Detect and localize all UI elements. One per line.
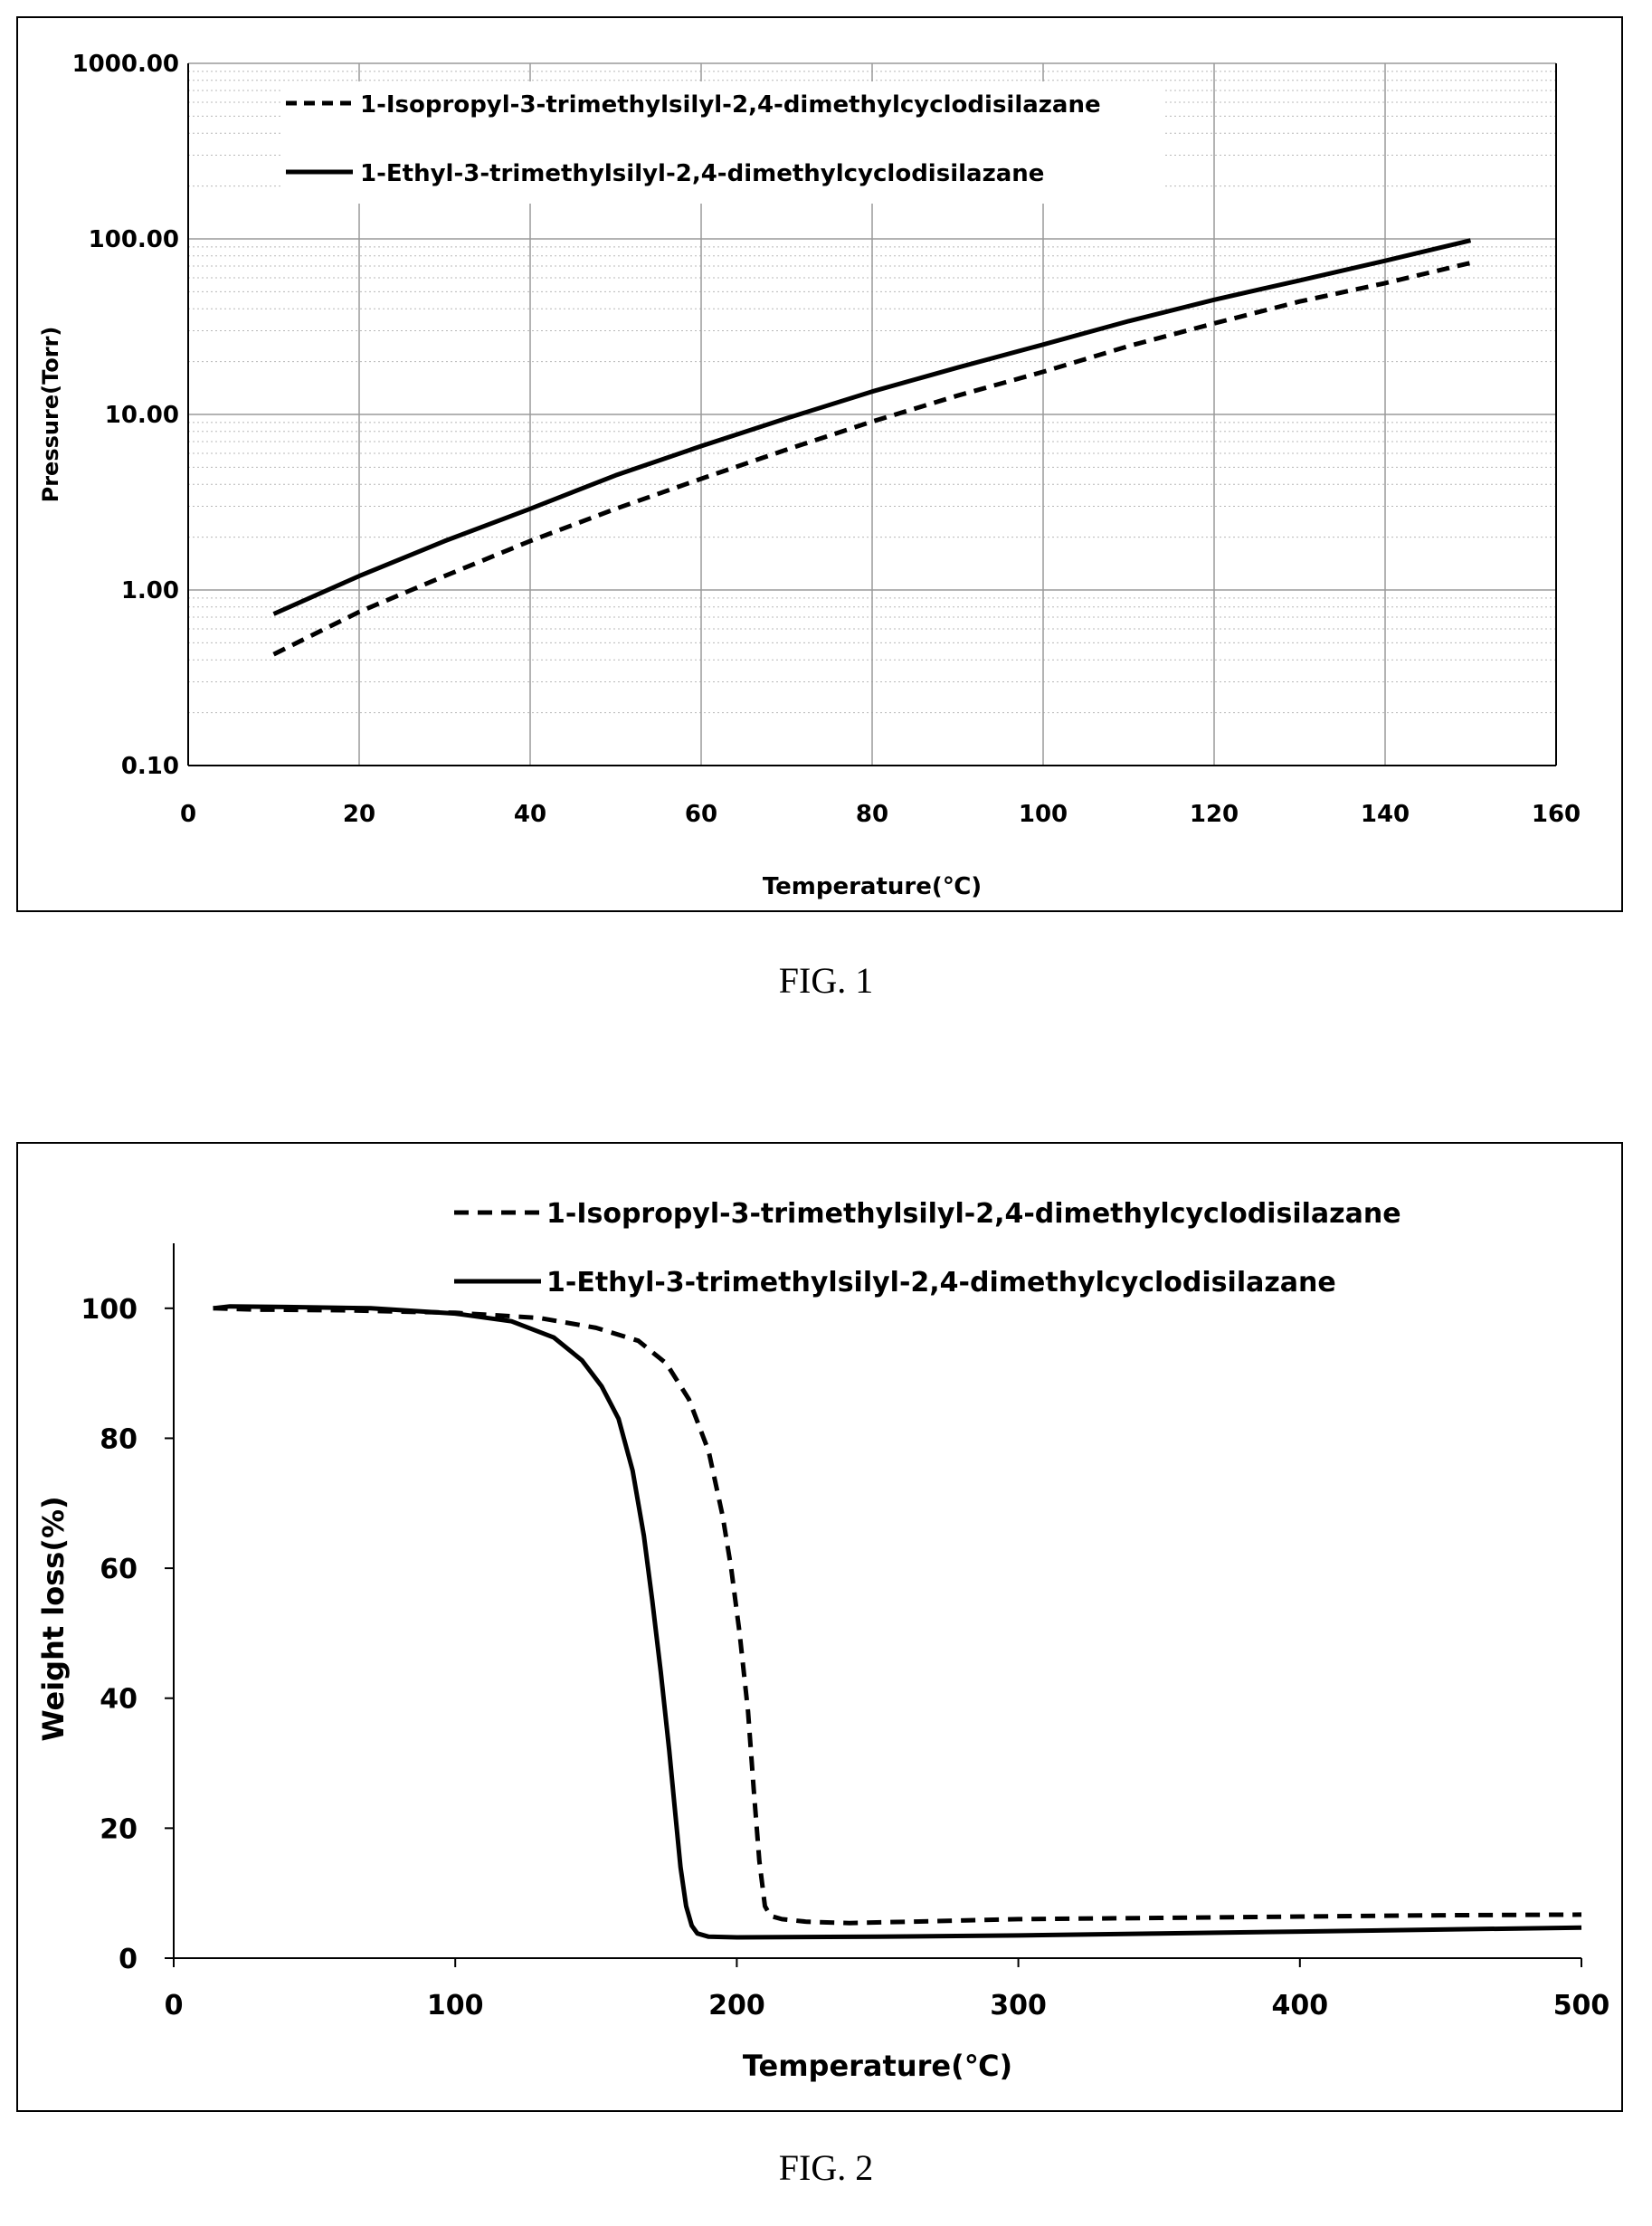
series-line [272,261,1472,657]
figure-1-caption: FIG. 1 [778,960,874,1001]
y-tick-label: 1000.00 [72,51,179,78]
figure-1-panel: 0.10 1.00 10.00 100.00 1000.00 0 20 40 60 80 100 12… [16,16,1623,912]
x-axis-title: Temperature(℃) [743,2049,1012,2083]
y-tick-label: 80 [100,1423,138,1455]
series-line [213,1306,1582,1926]
x-tick-label: 80 [856,801,888,828]
legend-label: 1-Ethyl-3-trimethylsilyl-2,4-dimethylcyc… [360,160,1044,187]
y-tick-label: 10.00 [105,402,179,429]
x-tick-label: 20 [343,801,375,828]
x-tick-label: 300 [990,1990,1047,2021]
figure-2-chart: 0 20 40 60 80 100 0 100 200 300 400 500 Temperature(… [36,1198,1610,2083]
x-tick-label: 0 [180,801,196,828]
x-tick-label: 0 [165,1990,184,2021]
series-line [213,1304,1582,1940]
figure-2-caption: FIG. 2 [778,2147,874,2188]
legend-label: 1-Isopropyl-3-trimethylsilyl-2,4-dimethy… [360,91,1101,119]
x-tick-label: 140 [1361,801,1410,828]
x-tick-label: 100 [427,1990,484,2021]
legend-label: 1-Ethyl-3-trimethylsilyl-2,4-dimethylcyc… [546,1267,1336,1298]
y-tick-label: 1.00 [121,577,179,604]
legend-label: 1-Isopropyl-3-trimethylsilyl-2,4-dimethy… [546,1198,1401,1230]
x-tick-label: 200 [708,1990,765,2021]
y-tick-label: 20 [100,1813,138,1845]
x-tick-label: 500 [1553,1990,1610,2021]
figure-1-chart: 0.10 1.00 10.00 100.00 1000.00 0 20 40 60 80 100 12… [38,51,1581,900]
y-axis-title: Weight loss(%) [36,1496,71,1741]
x-tick-label: 160 [1532,801,1581,828]
x-tick-label: 120 [1190,801,1239,828]
y-tick-label: 100 [81,1294,138,1326]
figure-2-panel: 0 20 40 60 80 100 0 100 200 300 400 500 Temperature(… [16,1142,1623,2112]
y-tick-label: 100.00 [89,226,179,253]
x-axis-title: Temperature(℃) [763,873,982,900]
x-tick-label: 40 [514,801,546,828]
series-line [272,238,1472,616]
x-tick-label: 100 [1019,801,1068,828]
y-tick-label: 0 [119,1944,138,1975]
y-tick-label: 40 [100,1684,138,1716]
legend-box [280,81,1163,204]
y-axis-title: Pressure(Torr) [38,327,63,503]
x-tick-label: 400 [1271,1990,1328,2021]
y-tick-label: 60 [100,1554,138,1585]
y-tick-label: 0.10 [121,753,179,780]
x-tick-label: 60 [685,801,717,828]
